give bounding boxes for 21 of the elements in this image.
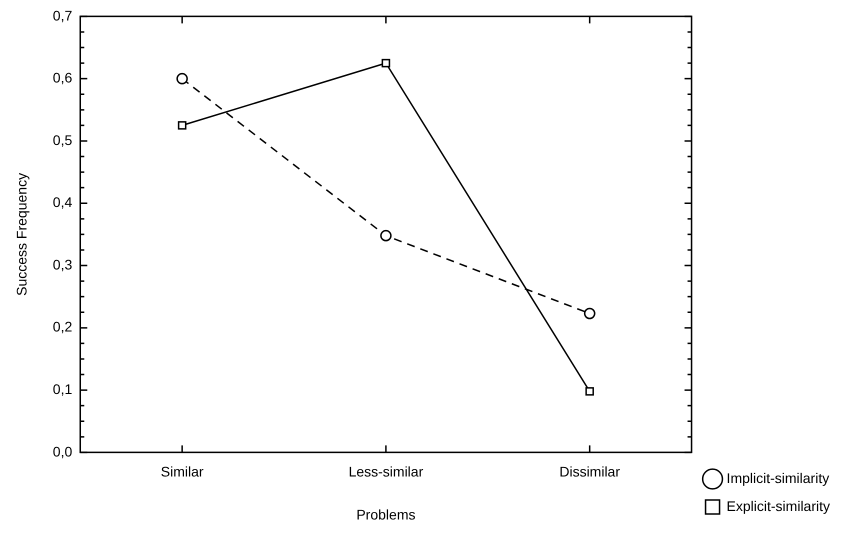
point <box>178 121 186 130</box>
y-tick-label: 0,2 <box>52 318 72 335</box>
y-tick-label: 0,4 <box>52 194 72 210</box>
point <box>584 308 596 320</box>
legend-label: Implicit-similarity <box>726 470 830 486</box>
legend-label: Explicit-similarity <box>726 498 830 514</box>
y-tick-label: 0,3 <box>52 256 72 272</box>
y-tick-label: 0,1 <box>52 380 72 397</box>
y-tick-label: 0,5 <box>52 132 72 148</box>
x-axis-title: Problems <box>356 506 416 522</box>
x-tick-label: Similar <box>160 464 204 480</box>
x-tick-label: Less-similar <box>348 464 424 480</box>
point <box>380 230 392 242</box>
point <box>382 58 390 68</box>
y-tick-label: 0,0 <box>52 443 72 460</box>
point <box>585 387 594 396</box>
y-axis-title: Success Frequency <box>13 172 30 296</box>
x-tick-label: Dissimilar <box>559 464 620 480</box>
y-tick-label: 0,7 <box>52 7 72 24</box>
y-tick-label: 0,6 <box>52 70 72 86</box>
point <box>176 72 188 84</box>
